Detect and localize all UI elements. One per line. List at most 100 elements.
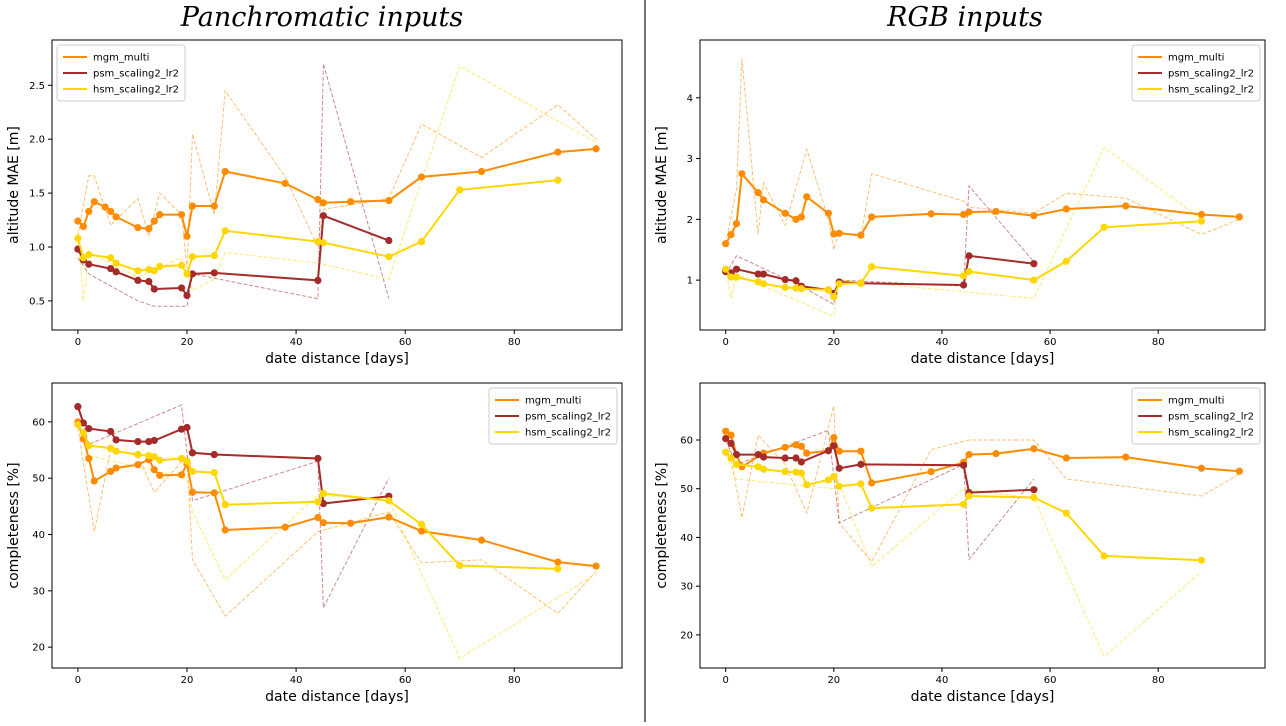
point — [107, 254, 115, 262]
point — [134, 450, 142, 459]
point — [1197, 210, 1206, 219]
point — [134, 267, 142, 275]
column-title: Panchromatic inputs — [180, 2, 463, 33]
point — [281, 179, 289, 187]
y-axis-label: altitude MAE [m] — [654, 126, 670, 244]
legend: mgm_multi psm_scaling2_lr2 hsm_scaling2_lr… — [56, 44, 186, 102]
point — [385, 513, 393, 521]
point — [792, 468, 800, 476]
point — [754, 463, 762, 471]
y-tick-label: 3 — [687, 154, 693, 165]
point — [1030, 276, 1038, 284]
legend-box — [488, 387, 618, 445]
x-tick-label: 0 — [722, 675, 728, 686]
x-tick-label: 0 — [722, 337, 728, 348]
point — [727, 454, 735, 462]
point — [90, 477, 98, 485]
point — [781, 443, 789, 451]
point — [727, 439, 735, 448]
point — [754, 451, 762, 459]
point — [1062, 205, 1070, 213]
x-axis-label: date distance [days] — [265, 351, 409, 367]
point — [477, 167, 486, 176]
point — [959, 281, 968, 289]
x-tick-label: 60 — [399, 675, 412, 686]
point — [1062, 257, 1070, 265]
point — [347, 519, 355, 527]
point — [417, 527, 426, 535]
point — [107, 264, 115, 273]
point — [79, 419, 87, 427]
legend-label: psm_scaling2_lr2 — [93, 69, 179, 80]
point — [722, 434, 730, 443]
point — [554, 565, 562, 573]
point — [803, 193, 811, 201]
axes: 0 20 40 60 80 20 30 40 50 60 date distance [days] c… — [654, 436, 1165, 706]
dashed-line — [725, 405, 1240, 563]
point — [792, 277, 800, 285]
point — [74, 403, 82, 411]
point — [210, 468, 218, 477]
point — [857, 460, 865, 468]
point — [188, 202, 197, 210]
point — [112, 464, 120, 472]
point — [156, 262, 164, 270]
point — [1197, 464, 1206, 472]
point — [959, 461, 968, 469]
point — [417, 520, 426, 528]
point — [732, 273, 741, 281]
point — [210, 489, 218, 497]
x-tick-label: 20 — [827, 337, 840, 348]
point — [145, 225, 153, 233]
axes: 0 20 40 60 80 0.5 1.0 1.5 2.0 2.5 date distance [d… — [6, 81, 521, 367]
y-tick-label: 2.0 — [29, 135, 45, 146]
y-tick-label: 20 — [32, 643, 45, 654]
dashed-line — [725, 58, 1240, 250]
point — [727, 431, 735, 439]
point — [183, 232, 191, 240]
point — [145, 266, 153, 274]
x-axis-label: date distance [days] — [911, 689, 1055, 705]
point — [868, 213, 876, 221]
point — [150, 453, 158, 461]
point — [1197, 217, 1206, 225]
point — [477, 536, 486, 544]
y-axis-label: completeness [%] — [654, 462, 670, 588]
point — [792, 284, 800, 292]
legend-label: mgm_multi — [93, 53, 149, 64]
point — [183, 270, 191, 278]
y-axis-label: completeness [%] — [6, 462, 22, 588]
point — [1122, 453, 1130, 461]
point — [319, 199, 327, 207]
point — [314, 514, 322, 522]
point — [792, 454, 800, 462]
point — [177, 261, 186, 269]
axes-frame — [699, 382, 1266, 669]
legend-label: mgm_multi — [1168, 396, 1224, 407]
point — [992, 207, 1000, 216]
point — [824, 476, 833, 484]
point — [385, 236, 393, 245]
point — [177, 471, 186, 479]
legend-label: mgm_multi — [525, 396, 581, 407]
y-tick-label: 2 — [687, 215, 693, 226]
point — [156, 211, 164, 219]
x-tick-label: 20 — [181, 337, 194, 348]
point — [835, 447, 843, 455]
point — [857, 231, 865, 239]
point — [85, 425, 93, 433]
point — [188, 270, 197, 278]
x-tick-label: 60 — [1044, 675, 1057, 686]
point — [797, 442, 805, 450]
y-axis-label: altitude MAE [m] — [6, 126, 22, 244]
dashed-line — [77, 65, 597, 301]
x-tick-label: 40 — [290, 675, 303, 686]
point — [835, 482, 843, 490]
x-tick-label: 20 — [181, 675, 194, 686]
point — [417, 237, 426, 246]
point — [830, 292, 838, 301]
point — [927, 468, 935, 476]
point — [754, 278, 762, 286]
point — [830, 442, 838, 450]
point — [722, 427, 730, 435]
